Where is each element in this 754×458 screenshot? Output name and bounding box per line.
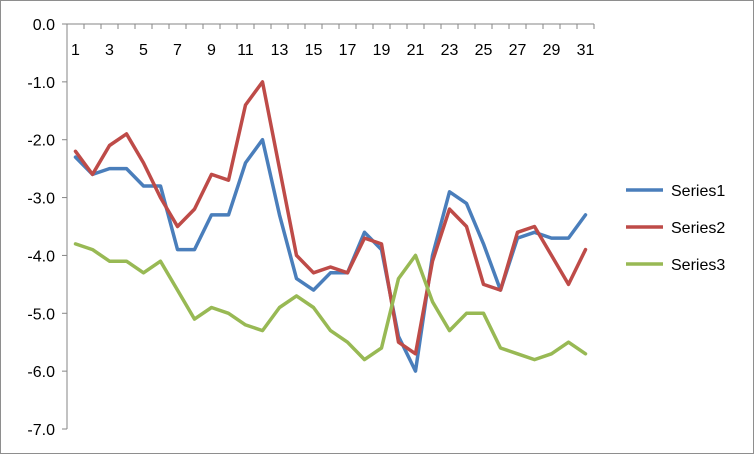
x-tick-label: 19 (373, 42, 391, 59)
x-tick-label: 15 (305, 42, 323, 59)
x-tick-label: 1 (71, 42, 80, 59)
x-tick-label: 29 (543, 42, 561, 59)
y-tick-label: -2.0 (27, 133, 55, 150)
x-tick-label: 3 (105, 42, 114, 59)
x-tick-label: 7 (173, 42, 182, 59)
legend-label-3: Series3 (671, 257, 725, 274)
x-tick-label: 21 (407, 42, 425, 59)
x-tick-label: 25 (475, 42, 493, 59)
x-tick-label: 31 (577, 42, 595, 59)
series-line-2 (73, 80, 588, 356)
x-axis-ticks: 1 3 5 7 9 11 13 15 17 19 21 23 25 27 29 31 (66, 24, 595, 59)
series-lines (73, 80, 588, 373)
x-tick-label: 5 (139, 42, 148, 59)
legend-label-2: Series2 (671, 220, 725, 237)
y-tick-label: -7.0 (27, 422, 55, 439)
y-tick-label: 0.0 (33, 17, 55, 34)
y-axis-ticks: 0.0 -1.0 -2.0 -3.0 -4.0 -5.0 -6.0 -7.0 (27, 17, 67, 439)
x-tick-label: 13 (271, 42, 289, 59)
series-line-3 (73, 242, 588, 362)
x-tick-label: 17 (339, 42, 357, 59)
y-tick-label: -6.0 (27, 364, 55, 381)
y-tick-label: -3.0 (27, 191, 55, 208)
x-tick-label: 27 (509, 42, 527, 59)
y-tick-label: -4.0 (27, 248, 55, 265)
legend: Series1 Series2 Series3 (626, 183, 725, 274)
legend-label-1: Series1 (671, 183, 725, 200)
x-tick-label: 11 (237, 42, 254, 59)
x-tick-label: 9 (207, 42, 216, 59)
x-tick-label: 23 (441, 42, 459, 59)
y-tick-label: -5.0 (27, 306, 55, 323)
y-tick-label: -1.0 (27, 75, 55, 92)
